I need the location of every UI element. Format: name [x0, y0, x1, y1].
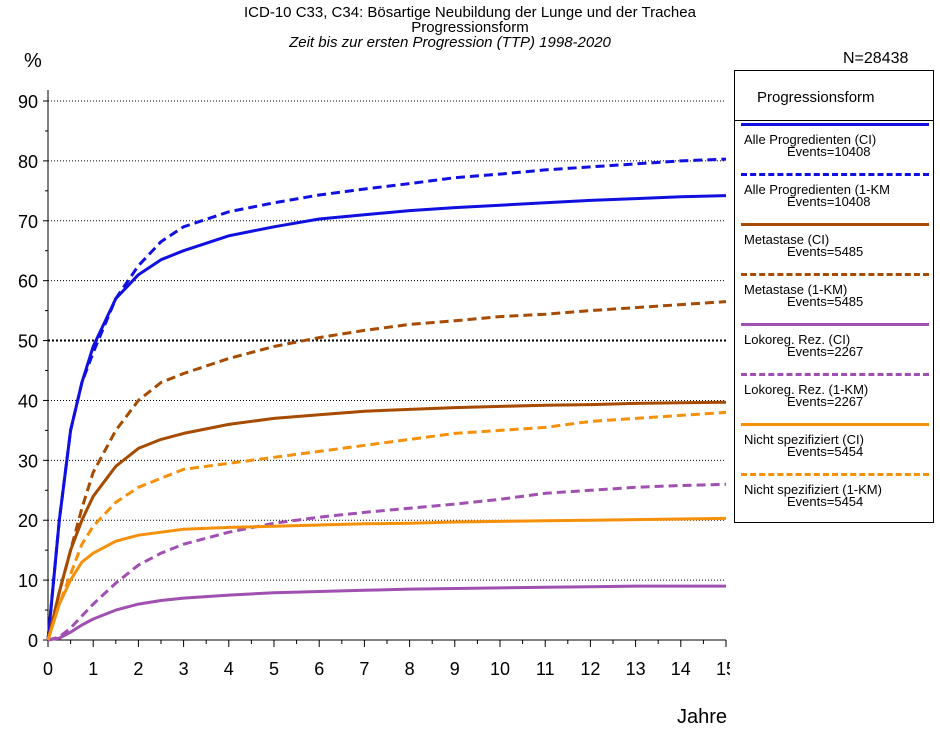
- y-tick-label-90: 90: [18, 92, 38, 112]
- series-line-8: [46, 410, 727, 641]
- series-line-3: [46, 400, 727, 641]
- x-axis-label: Jahre: [677, 706, 727, 728]
- y-tick-label-10: 10: [18, 571, 38, 591]
- legend-swatch: [741, 273, 929, 276]
- series-line-2: [46, 157, 727, 641]
- y-tick-label-80: 80: [18, 152, 38, 172]
- x-tick-label-10: 10: [490, 659, 510, 679]
- legend-events: Events=10408: [787, 144, 871, 159]
- x-tick-label-3: 3: [179, 659, 189, 679]
- legend-item-6: Lokoreg. Rez. (1-KM) Events=2267: [735, 371, 933, 421]
- legend-item-3: Metastase (CI) Events=5485: [735, 221, 933, 271]
- legend-events: Events=5485: [787, 244, 864, 259]
- legend-item-7: Nicht spezifiziert (CI) Events=5454: [735, 421, 933, 471]
- x-tick-label-9: 9: [450, 659, 460, 679]
- legend-item-1: Alle Progredienten (CI) Events=10408: [735, 121, 933, 171]
- legend-item-2: Alle Progredienten (1-KM Events=10408: [735, 171, 933, 221]
- legend-swatch: [741, 123, 929, 126]
- x-tick-label-6: 6: [314, 659, 324, 679]
- legend-swatch: [741, 373, 929, 376]
- x-tick-label-8: 8: [405, 659, 415, 679]
- legend-title: Progressionsform: [735, 71, 933, 121]
- legend-swatch: [741, 323, 929, 326]
- x-tick-label-2: 2: [133, 659, 143, 679]
- legend-events: Events=2267: [787, 344, 864, 359]
- y-axis-unit: %: [24, 50, 42, 72]
- legend-swatch: [741, 423, 929, 426]
- legend-label: Nicht spezifiziert (CI): [744, 432, 864, 447]
- x-tick-label-13: 13: [626, 659, 646, 679]
- y-tick-label-60: 60: [18, 272, 38, 292]
- legend-label: Lokoreg. Rez. (1-KM): [744, 382, 869, 397]
- legend: Progressionsform Alle Progredienten (CI)…: [734, 70, 934, 523]
- legend-item-5: Lokoreg. Rez. (CI) Events=2267: [735, 321, 933, 371]
- x-tick-label-15: 15: [716, 659, 730, 679]
- y-tick-label-40: 40: [18, 391, 38, 411]
- x-tick-label-14: 14: [671, 659, 691, 679]
- y-tick-label-0: 0: [28, 631, 38, 651]
- legend-events: Events=5485: [787, 294, 864, 309]
- series-line-5: [47, 584, 726, 642]
- x-tick-label-12: 12: [580, 659, 600, 679]
- chart-title: ICD-10 C33, C34: Bösartige Neubildung de…: [244, 4, 696, 21]
- y-tick-label-20: 20: [18, 511, 38, 531]
- chart-subtitle-italic: Zeit bis zur ersten Progression (TTP) 19…: [289, 34, 611, 51]
- legend-label: Metastase (1-KM): [744, 282, 848, 297]
- x-tick-label-5: 5: [269, 659, 279, 679]
- legend-label: Alle Progredienten (CI): [744, 132, 877, 147]
- series-line-6: [47, 482, 727, 642]
- x-tick-label-7: 7: [359, 659, 369, 679]
- x-tick-label-1: 1: [88, 659, 98, 679]
- legend-events: Events=5454: [787, 444, 864, 459]
- legend-items: Alle Progredienten (CI) Events=10408 Alle …: [735, 121, 933, 521]
- x-tick-label-11: 11: [536, 659, 555, 679]
- y-tick-label-70: 70: [18, 212, 38, 232]
- y-tick-label-30: 30: [18, 451, 38, 471]
- n-count: N=28438: [843, 50, 909, 67]
- legend-label: Nicht spezifiziert (1-KM): [744, 482, 882, 497]
- x-tick-label-4: 4: [224, 659, 234, 679]
- legend-item-8: Nicht spezifiziert (1-KM) Events=5454: [735, 471, 933, 521]
- chart-subtitle: Progressionsform: [411, 19, 529, 36]
- legend-label: Alle Progredienten (1-KM: [744, 182, 890, 197]
- x-tick-label-0: 0: [43, 659, 53, 679]
- legend-events: Events=5454: [787, 494, 864, 509]
- y-tick-label-50: 50: [18, 332, 38, 352]
- legend-events: Events=2267: [787, 394, 864, 409]
- legend-swatch: [741, 173, 929, 176]
- series-line-4: [46, 300, 727, 641]
- legend-events: Events=10408: [787, 194, 871, 209]
- legend-label: Lokoreg. Rez. (CI): [744, 332, 851, 347]
- legend-swatch: [741, 223, 929, 226]
- legend-label: Metastase (CI): [744, 232, 830, 247]
- series-line-7: [46, 516, 727, 641]
- legend-swatch: [741, 473, 929, 476]
- legend-item-4: Metastase (1-KM) Events=5485: [735, 271, 933, 321]
